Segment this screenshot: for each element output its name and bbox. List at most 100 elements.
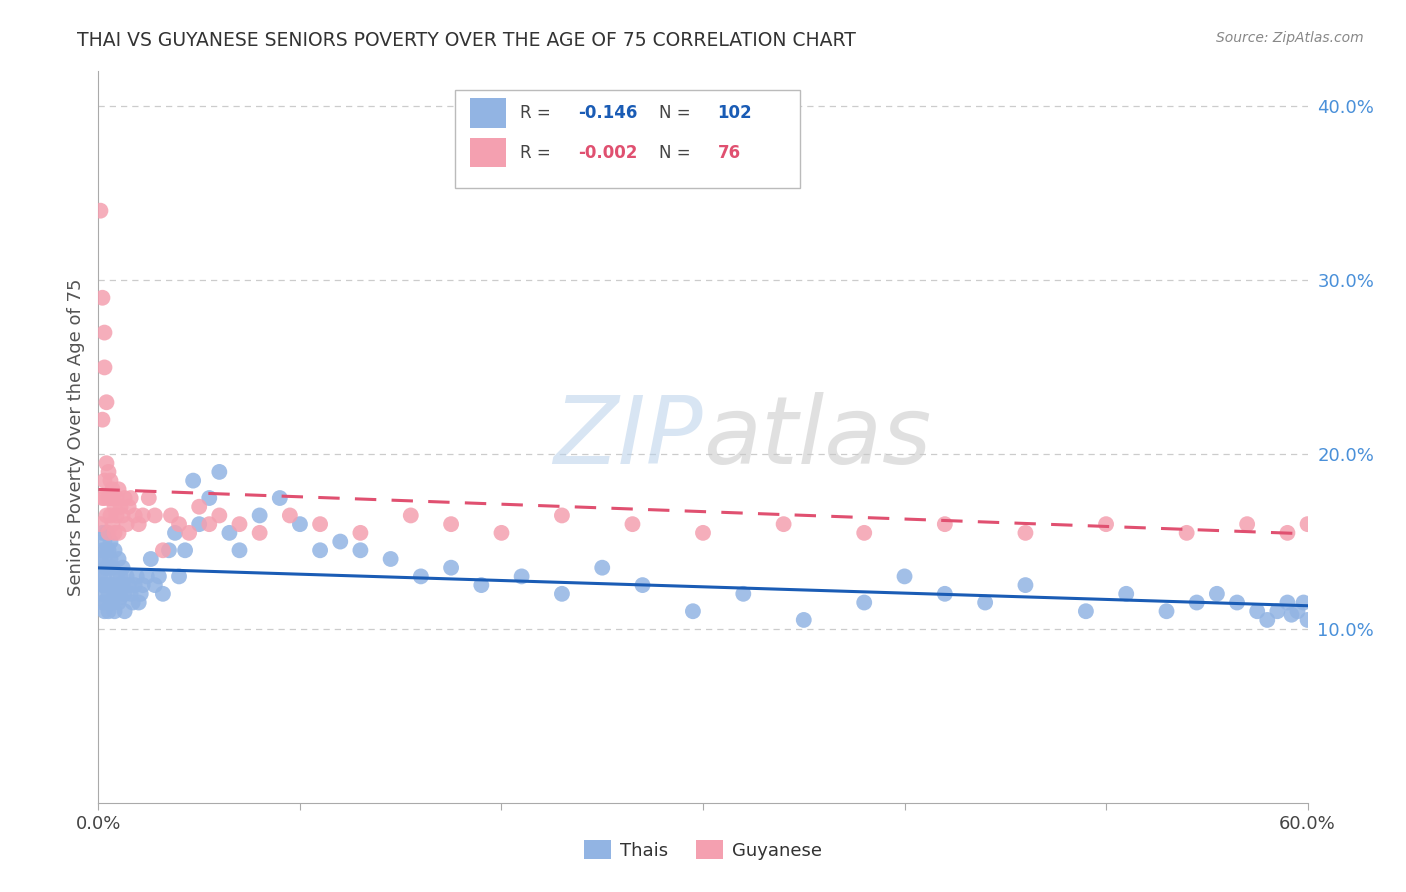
Point	[91, 491, 114, 505]
Point	[329, 534, 352, 549]
Point	[96, 456, 118, 470]
Point	[97, 587, 120, 601]
Point	[115, 517, 138, 532]
Point	[110, 591, 132, 605]
Point	[551, 508, 574, 523]
Point	[89, 552, 111, 566]
Point	[101, 560, 124, 574]
Point	[97, 560, 120, 574]
Point	[129, 587, 152, 601]
Point	[110, 569, 132, 583]
Point	[1296, 517, 1319, 532]
Point	[96, 395, 118, 409]
Text: N =: N =	[659, 144, 696, 161]
Point	[853, 595, 876, 609]
Point	[974, 595, 997, 609]
Point	[120, 587, 142, 601]
Point	[853, 525, 876, 540]
Point	[1014, 525, 1036, 540]
Point	[103, 500, 125, 514]
Text: THAI VS GUYANESE SENIORS POVERTY OVER THE AGE OF 75 CORRELATION CHART: THAI VS GUYANESE SENIORS POVERTY OVER TH…	[77, 31, 856, 50]
Text: R =: R =	[520, 144, 557, 161]
Text: -0.146: -0.146	[578, 104, 638, 122]
Bar	[470, 138, 506, 168]
Point	[107, 483, 129, 497]
Point	[124, 508, 146, 523]
Point	[96, 595, 118, 609]
Point	[218, 525, 240, 540]
Point	[96, 560, 118, 574]
Point	[100, 534, 122, 549]
Point	[160, 508, 183, 523]
Point	[114, 604, 136, 618]
Text: atlas: atlas	[703, 392, 931, 483]
Point	[198, 517, 221, 532]
Point	[893, 569, 915, 583]
Point	[101, 578, 124, 592]
Point	[1388, 525, 1406, 540]
Point	[934, 587, 956, 601]
Point	[118, 500, 141, 514]
Point	[128, 595, 150, 609]
Point	[491, 525, 513, 540]
Point	[1277, 525, 1299, 540]
Point	[101, 595, 124, 609]
Point	[93, 360, 115, 375]
FancyBboxPatch shape	[456, 90, 800, 188]
Point	[167, 517, 190, 532]
Point	[91, 595, 114, 609]
Point	[96, 578, 118, 592]
Point	[91, 578, 114, 592]
Point	[470, 578, 492, 592]
Point	[152, 543, 174, 558]
Text: -0.002: -0.002	[578, 144, 638, 161]
Point	[1256, 613, 1278, 627]
Point	[97, 525, 120, 540]
Point	[105, 587, 128, 601]
Point	[167, 569, 190, 583]
Point	[100, 491, 122, 505]
Point	[111, 578, 134, 592]
Point	[93, 552, 115, 566]
Point	[107, 578, 129, 592]
Point	[105, 569, 128, 583]
Point	[120, 491, 142, 505]
Point	[682, 604, 704, 618]
Point	[1074, 604, 1097, 618]
Text: ZIP: ZIP	[554, 392, 703, 483]
Point	[111, 508, 134, 523]
Point	[399, 508, 422, 523]
Point	[103, 587, 125, 601]
Point	[91, 587, 114, 601]
Point	[100, 508, 122, 523]
Point	[551, 587, 574, 601]
Point	[128, 517, 150, 532]
Point	[103, 604, 125, 618]
Point	[1357, 525, 1379, 540]
Point	[138, 491, 160, 505]
Point	[288, 517, 311, 532]
Point	[1277, 595, 1299, 609]
Point	[309, 517, 332, 532]
Point	[269, 491, 291, 505]
Point	[121, 595, 143, 609]
Point	[97, 465, 120, 479]
Point	[107, 525, 129, 540]
Text: 102: 102	[717, 104, 752, 122]
Point	[1292, 595, 1315, 609]
Point	[440, 560, 463, 574]
Point	[1115, 587, 1137, 601]
Point	[93, 491, 115, 505]
Point	[772, 517, 794, 532]
Point	[510, 569, 533, 583]
Point	[1246, 604, 1268, 618]
Point	[93, 474, 115, 488]
Point	[1376, 517, 1399, 532]
Point	[249, 525, 271, 540]
Point	[89, 517, 111, 532]
Point	[1226, 595, 1249, 609]
Point	[249, 508, 271, 523]
Point	[93, 569, 115, 583]
Point	[1095, 517, 1118, 532]
Point	[1175, 525, 1198, 540]
